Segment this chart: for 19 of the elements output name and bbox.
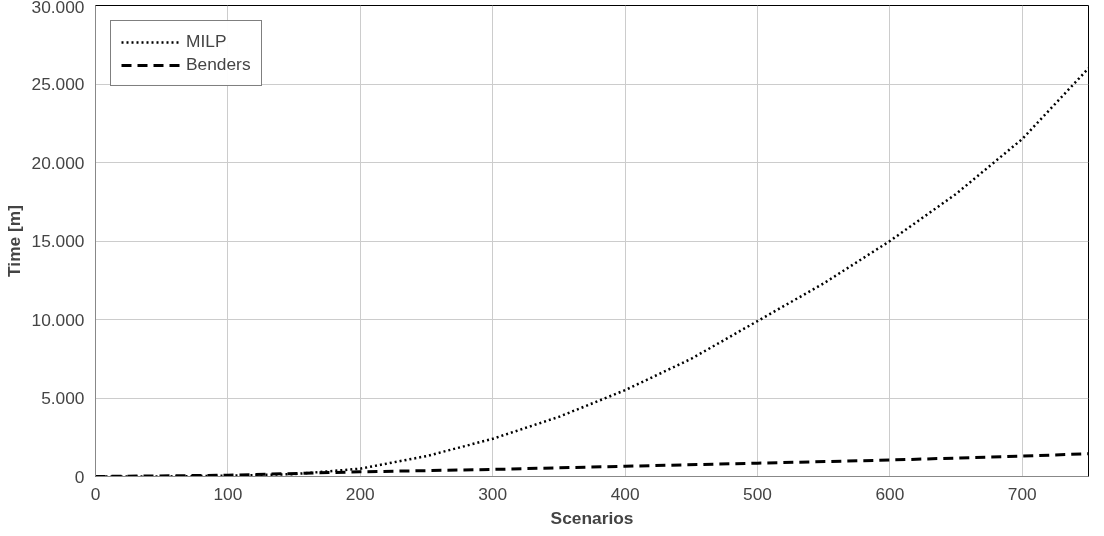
- x-tick-label: 100: [213, 483, 243, 504]
- y-tick-label: 30.000: [31, 0, 85, 17]
- x-tick-label: 200: [345, 483, 375, 504]
- y-tick-label: 25.000: [31, 74, 85, 94]
- y-tick-label: 20.000: [31, 152, 85, 173]
- x-tick-label: 500: [743, 483, 772, 504]
- y-tick-label: 5.000: [41, 388, 85, 408]
- x-tick-label: 700: [1007, 483, 1037, 504]
- y-axis-title: Time [m]: [3, 205, 24, 277]
- legend-label: MILP: [186, 31, 227, 52]
- x-tick-label: 600: [875, 483, 905, 504]
- x-tick-label: 400: [610, 483, 640, 504]
- x-axis-title: Scenarios: [550, 507, 634, 528]
- x-tick-label: 300: [478, 483, 508, 504]
- legend-label: Benders: [186, 54, 251, 75]
- y-tick-label: 0: [74, 466, 85, 487]
- x-tick-label: 0: [90, 483, 101, 504]
- y-tick-label: 10.000: [31, 309, 85, 330]
- y-tick-label: 15.000: [31, 231, 85, 251]
